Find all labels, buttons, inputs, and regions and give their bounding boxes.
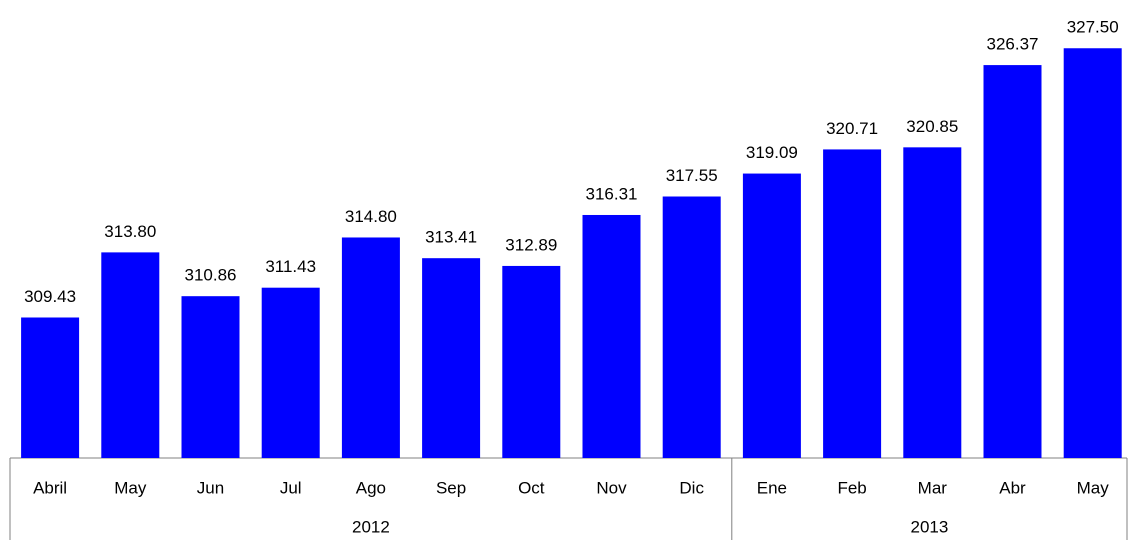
data-label: 317.55 — [666, 166, 718, 185]
data-label: 316.31 — [586, 184, 638, 203]
data-label: 311.43 — [265, 257, 316, 276]
x-tick-label: May — [114, 478, 147, 497]
x-tick-label: May — [1077, 478, 1110, 497]
x-tick-label: Ene — [757, 478, 787, 497]
bar — [983, 65, 1042, 458]
x-tick-label: Oct — [518, 478, 545, 497]
x-tick-label: Abril — [33, 478, 67, 497]
bar — [903, 147, 962, 458]
data-label: 326.37 — [987, 35, 1039, 54]
data-label: 320.71 — [826, 119, 878, 138]
x-tick-label: Nov — [596, 478, 627, 497]
data-label: 319.09 — [746, 143, 798, 162]
data-label: 320.85 — [906, 117, 958, 136]
x-tick-label: Abr — [999, 478, 1026, 497]
group-label: 2013 — [910, 517, 948, 536]
x-tick-label: Feb — [837, 478, 866, 497]
bar — [662, 196, 721, 458]
data-label: 309.43 — [24, 287, 76, 306]
x-tick-label: Dic — [679, 478, 704, 497]
x-tick-label: Mar — [918, 478, 948, 497]
bar — [21, 317, 80, 458]
data-label: 313.41 — [425, 228, 477, 247]
data-label: 310.86 — [185, 266, 237, 285]
data-label: 314.80 — [345, 207, 397, 226]
data-label: 312.89 — [505, 235, 557, 254]
group-label: 2012 — [352, 517, 390, 536]
bar — [742, 173, 801, 458]
bar — [101, 252, 160, 458]
bar — [1063, 48, 1122, 458]
bar — [582, 214, 641, 458]
bar — [181, 296, 240, 458]
bar — [502, 265, 561, 458]
data-label: 313.80 — [104, 222, 156, 241]
bar — [261, 287, 320, 458]
x-tick-label: Jul — [280, 478, 302, 497]
x-tick-label: Jun — [197, 478, 224, 497]
bar — [341, 237, 400, 458]
x-tick-label: Ago — [356, 478, 386, 497]
bar — [823, 149, 882, 458]
data-label: 327.50 — [1067, 18, 1119, 37]
x-tick-label: Sep — [436, 478, 466, 497]
bar — [422, 258, 481, 458]
